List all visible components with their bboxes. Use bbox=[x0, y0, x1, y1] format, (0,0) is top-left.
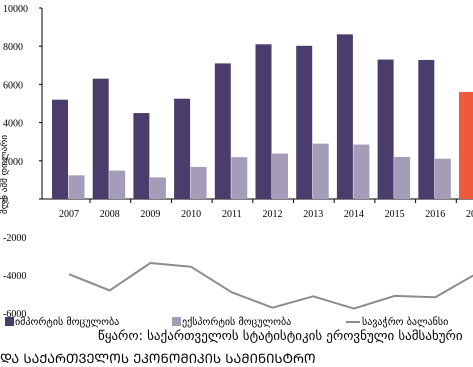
import-bar bbox=[336, 34, 353, 199]
import-bar bbox=[92, 78, 109, 199]
x-tick-label: 2015 bbox=[385, 209, 405, 220]
legend-label-export: ექსპორტის მოცულობა bbox=[182, 316, 291, 328]
export-bar bbox=[353, 144, 370, 199]
y-tick-label: 0 bbox=[3, 195, 8, 206]
import-bar bbox=[296, 45, 313, 200]
export-bar bbox=[231, 157, 248, 199]
x-tick-label: 2011 bbox=[222, 209, 242, 220]
source-note-line2: ᲓᲐ ᲡᲐᲥᲐᲠᲗᲕᲔᲚᲝᲡ ᲔᲙᲝᲜᲝᲛᲘᲙᲘᲡ ᲡᲐᲛᲘᲜᲘᲡᲢᲠᲝ bbox=[0, 352, 316, 367]
x-tick-label: 2008 bbox=[100, 209, 120, 220]
y-axis-label: მლნ აშშ დოლარი bbox=[0, 135, 10, 214]
y-tick-label: 10000 bbox=[3, 4, 28, 15]
y-tick-label: -4000 bbox=[3, 271, 26, 282]
x-tick-label: 2016 bbox=[425, 209, 445, 220]
y-tick-label: -6000 bbox=[3, 309, 26, 320]
import-bar bbox=[459, 92, 473, 199]
y-tick-label: -2000 bbox=[3, 233, 26, 244]
export-bar bbox=[68, 175, 85, 199]
x-tick-label: 2013 bbox=[303, 209, 323, 220]
import-bar bbox=[174, 98, 191, 199]
x-tick-label: 2017 bbox=[466, 209, 473, 220]
x-tick-label: 2012 bbox=[263, 209, 283, 220]
legend-label-balance: სავაჭრო ბალანსი bbox=[362, 316, 448, 328]
y-tick-label: 8000 bbox=[3, 42, 23, 53]
legend-swatch-import bbox=[5, 317, 14, 326]
export-bar bbox=[149, 177, 166, 199]
legend-label-import: იმპორტის მოცულობა bbox=[15, 316, 119, 328]
import-bar bbox=[52, 99, 68, 199]
export-bar bbox=[190, 166, 207, 199]
export-bar bbox=[272, 153, 288, 199]
y-tick-label: 4000 bbox=[3, 119, 23, 130]
source-note: წყარო: საქართველოს სტატისტიკის ეროვნული … bbox=[98, 329, 463, 344]
import-bar bbox=[377, 59, 394, 199]
import-bar bbox=[133, 113, 150, 199]
import-bar bbox=[418, 59, 435, 200]
balance-line bbox=[68, 262, 473, 310]
export-bar bbox=[109, 170, 126, 199]
legend-swatch-export bbox=[172, 317, 181, 326]
y-tick-label: 6000 bbox=[3, 80, 23, 91]
y-tick-label: 2000 bbox=[3, 157, 23, 168]
x-tick-label: 2010 bbox=[181, 209, 201, 220]
export-bar bbox=[312, 143, 329, 199]
x-tick-label: 2009 bbox=[140, 209, 160, 220]
import-bar bbox=[214, 63, 231, 199]
x-tick-label: 2014 bbox=[344, 209, 364, 220]
export-bar bbox=[434, 158, 451, 199]
x-tick-label: 2007 bbox=[59, 209, 79, 220]
export-bar bbox=[394, 156, 411, 199]
import-bar bbox=[255, 44, 272, 199]
